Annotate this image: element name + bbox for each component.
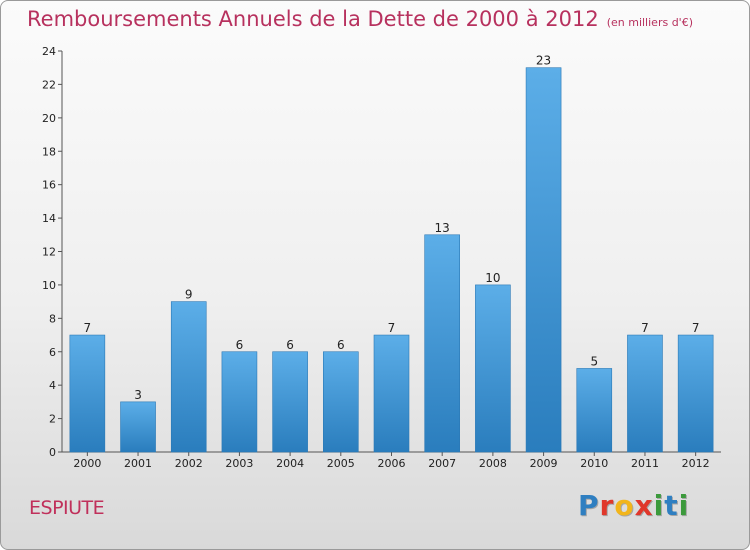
y-tick-label: 4 <box>49 379 56 392</box>
y-tick-label: 10 <box>42 279 56 292</box>
x-tick-label: 2009 <box>530 457 558 470</box>
bar <box>69 334 106 453</box>
bar <box>525 67 562 453</box>
y-tick-label: 2 <box>49 413 56 426</box>
y-tick-label: 8 <box>49 312 56 325</box>
data-label: 7 <box>388 321 396 335</box>
data-label: 3 <box>134 388 142 402</box>
data-label: 13 <box>435 221 450 235</box>
data-label: 6 <box>286 338 294 352</box>
y-tick-label: 12 <box>42 246 56 259</box>
logo-letter: r <box>599 489 615 522</box>
logo-letter: P <box>578 489 600 522</box>
y-tick-label: 16 <box>42 179 56 192</box>
x-tick-label: 2006 <box>378 457 406 470</box>
chart-title-text: Remboursements Annuels de la Dette de 20… <box>27 7 599 31</box>
logo-letter: i <box>678 489 690 522</box>
bar <box>424 234 460 453</box>
x-tick-label: 2005 <box>327 457 355 470</box>
x-tick-label: 2011 <box>631 457 659 470</box>
data-labels: 7 3 9 6 6 6 7 13 10 23 5 7 7 <box>84 54 700 402</box>
bar <box>576 368 613 453</box>
y-tick-label: 18 <box>42 145 56 158</box>
proxiti-logo: Proxiti <box>578 489 689 522</box>
bar <box>221 351 258 453</box>
y-tick-label: 22 <box>42 78 56 91</box>
data-label: 23 <box>536 54 551 68</box>
data-label: 10 <box>485 271 500 285</box>
data-label: 5 <box>590 354 598 368</box>
y-tick-label: 0 <box>49 446 56 459</box>
x-tick-label: 2000 <box>73 457 101 470</box>
bar <box>475 284 511 453</box>
x-tick-label: 2002 <box>175 457 203 470</box>
data-label: 7 <box>641 321 649 335</box>
y-tick-label: 20 <box>42 112 56 125</box>
x-tick-label: 2012 <box>682 457 710 470</box>
logo-letter: x <box>634 489 654 522</box>
x-tick-label: 2010 <box>580 457 608 470</box>
bar <box>373 334 410 453</box>
data-label: 9 <box>185 288 193 302</box>
x-tick-label: 2003 <box>225 457 253 470</box>
bar <box>627 334 663 453</box>
logo-letter: t <box>664 489 679 522</box>
y-tick-label: 24 <box>42 45 56 58</box>
data-label: 7 <box>692 321 700 335</box>
bar <box>323 351 359 453</box>
bar <box>272 351 308 453</box>
bar <box>677 334 714 453</box>
logo-letter: o <box>614 489 635 522</box>
logo-letter: i <box>653 489 665 522</box>
chart-title-unit: (en milliers d'€) <box>606 16 693 29</box>
bar <box>120 401 156 453</box>
y-tick-label: 14 <box>42 212 56 225</box>
x-tick-label: 2001 <box>124 457 152 470</box>
x-tick-label: 2007 <box>428 457 456 470</box>
x-tick-label: 2004 <box>276 457 304 470</box>
data-label: 6 <box>236 338 244 352</box>
bar <box>170 301 207 453</box>
y-tick-label: 6 <box>49 346 56 359</box>
commune-name: ESPIUTE <box>29 497 105 519</box>
data-label: 6 <box>337 338 345 352</box>
data-label: 7 <box>84 321 92 335</box>
x-tick-label: 2008 <box>479 457 507 470</box>
chart-title: Remboursements Annuels de la Dette de 20… <box>27 7 693 31</box>
bars <box>69 67 714 453</box>
